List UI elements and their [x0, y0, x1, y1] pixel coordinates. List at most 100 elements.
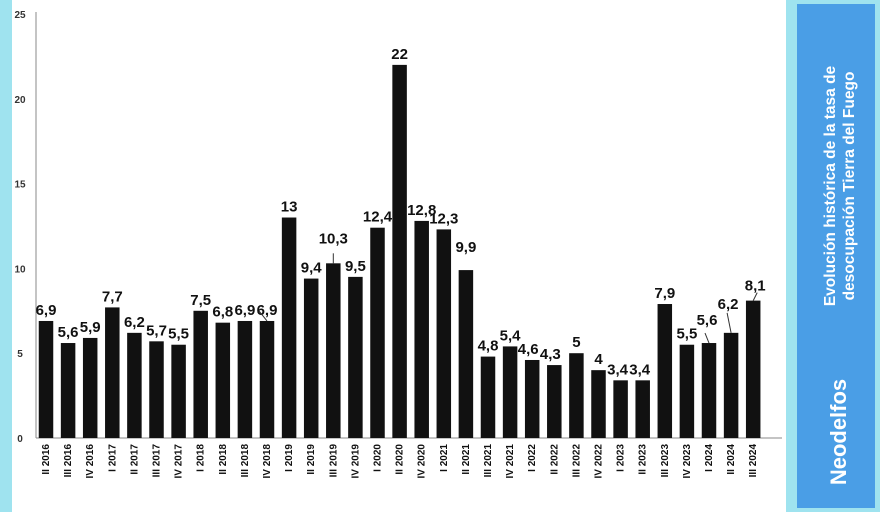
bar — [259, 320, 275, 438]
leader-line — [258, 310, 268, 322]
data-label: 5,7 — [146, 322, 167, 339]
data-label: 22 — [391, 46, 408, 63]
data-label: 6,9 — [36, 302, 57, 319]
x-tick-label: II 2023 — [638, 444, 649, 475]
data-label: 6,2 — [124, 314, 145, 331]
bar — [502, 346, 518, 438]
x-tick-label: I 2023 — [616, 444, 627, 472]
bar — [745, 300, 761, 438]
data-label: 5,6 — [697, 312, 718, 329]
bar — [38, 320, 54, 438]
chart-title-line-1: Evolución histórica de la tasa de — [822, 65, 839, 307]
side-panel: Evolución histórica de la tasa de desocu… — [797, 4, 875, 508]
bar — [281, 217, 297, 438]
data-label: 12,3 — [429, 210, 458, 227]
data-label: 6,8 — [212, 304, 233, 321]
bar — [60, 343, 76, 438]
data-label: 5,5 — [676, 326, 697, 343]
bar — [436, 229, 452, 438]
data-label: 4 — [594, 351, 603, 368]
x-tick-label: IV 2020 — [417, 444, 428, 479]
bar — [723, 332, 739, 438]
x-tick-label: IV 2018 — [262, 444, 273, 479]
x-tick-label: III 2017 — [152, 444, 163, 478]
data-label: 5,6 — [58, 324, 79, 341]
bar — [414, 220, 429, 438]
bar-chart: 0 5 10 15 20 25 6,9 II 2016 5,6 III 2016 5,9 IV 201… — [14, 10, 782, 479]
data-label: 4,6 — [518, 341, 539, 358]
data-label: 5,9 — [80, 319, 101, 336]
x-tick-label: II 2020 — [395, 444, 406, 475]
x-tick-label: IV 2023 — [682, 444, 693, 479]
data-label: 7,7 — [102, 288, 123, 305]
x-tick-label: III 2022 — [571, 444, 582, 478]
bar — [348, 276, 363, 438]
y-tick-label: 15 — [14, 180, 26, 191]
x-tick-label: I 2018 — [196, 444, 207, 472]
leader-line — [704, 332, 710, 344]
data-label: 4,3 — [540, 346, 561, 363]
x-tick-label: II 2017 — [129, 444, 140, 475]
data-label: 9,4 — [301, 260, 323, 277]
bar — [701, 343, 717, 438]
x-tick-label: II 2024 — [726, 444, 737, 475]
x-tick-label: III 2024 — [748, 444, 759, 478]
x-tick-label: III 2019 — [328, 444, 339, 478]
x-tick-label: I 2019 — [284, 444, 295, 472]
y-tick-label: 10 — [14, 264, 26, 275]
data-label: 5,4 — [500, 327, 522, 344]
x-tick-label: I 2022 — [527, 444, 538, 472]
bar — [657, 304, 673, 438]
x-tick-label: I 2021 — [439, 444, 450, 472]
bar — [193, 310, 208, 438]
bar — [149, 341, 164, 438]
data-label: 8,1 — [745, 278, 766, 295]
leader-line — [752, 292, 758, 301]
chart-title-line-2: desocupación Tierra del Fuego — [841, 71, 858, 301]
x-tick-label: II 2019 — [306, 444, 317, 475]
data-label: 10,3 — [319, 230, 348, 247]
data-label: 9,5 — [345, 258, 366, 275]
bar — [237, 320, 253, 438]
leader-line — [726, 312, 732, 333]
y-tick-label: 20 — [14, 95, 26, 106]
bar — [326, 263, 341, 438]
x-tick-label: III 2021 — [483, 444, 494, 478]
x-tick-label: II 2018 — [218, 444, 229, 475]
bar — [215, 322, 231, 438]
data-label: 12,8 — [407, 202, 436, 219]
data-label: 5,5 — [168, 326, 189, 343]
x-tick-label: I 2024 — [704, 444, 715, 472]
x-tick-label: II 2022 — [549, 444, 560, 475]
x-tick-label: IV 2019 — [350, 444, 361, 479]
bar — [524, 359, 540, 438]
bar — [392, 64, 407, 438]
x-tick-label: III 2018 — [240, 444, 251, 478]
bar — [458, 270, 474, 438]
bar — [127, 332, 142, 438]
chart-title: Evolución histórica de la tasa de desocu… — [821, 66, 859, 306]
bar — [171, 344, 186, 438]
x-tick-label: I 2020 — [373, 444, 384, 472]
data-label: 13 — [281, 199, 298, 216]
data-label: 5 — [572, 334, 580, 351]
plot-area: 0 5 10 15 20 25 6,9 II 2016 5,6 III 2016 5,9 IV 201… — [12, 0, 786, 512]
data-label: 4,8 — [478, 338, 499, 355]
bar — [635, 380, 650, 438]
x-tick-label: IV 2017 — [174, 444, 185, 479]
x-tick-label: I 2017 — [107, 444, 118, 472]
y-tick-label: 25 — [14, 10, 26, 21]
data-label: 7,5 — [190, 292, 211, 309]
bar — [480, 356, 496, 438]
x-tick-label: II 2016 — [41, 444, 52, 475]
bar — [547, 365, 562, 438]
data-label: 3,4 — [629, 361, 651, 378]
data-label: 6,9 — [234, 302, 255, 319]
bar — [569, 353, 584, 438]
bar — [303, 278, 319, 438]
data-label: 3,4 — [607, 361, 629, 378]
x-tick-label: IV 2021 — [505, 444, 516, 479]
x-tick-label: IV 2022 — [594, 444, 605, 479]
x-tick-label: III 2023 — [660, 444, 671, 478]
